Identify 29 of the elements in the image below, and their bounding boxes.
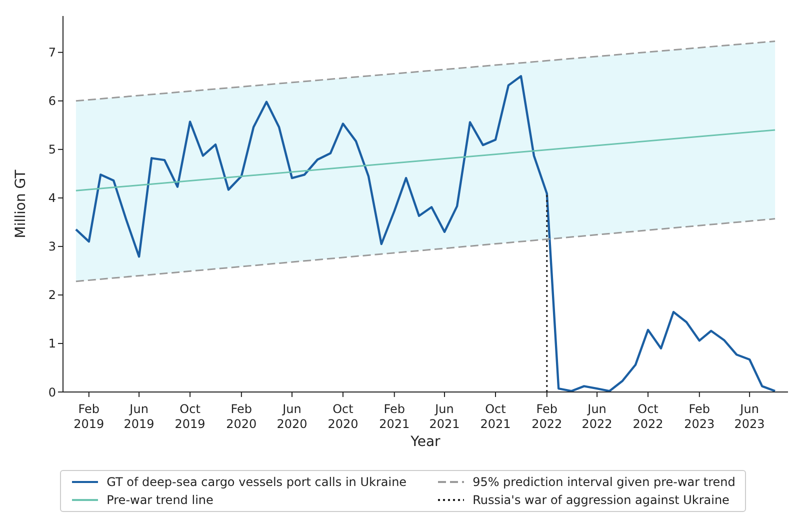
y-tick-label: 1: [48, 336, 56, 351]
legend-label: Pre-war trend line: [106, 493, 214, 507]
x-tick-label: Oct 2022: [632, 402, 664, 431]
y-tick-label: 5: [48, 142, 56, 157]
x-tick-label: Feb 2020: [226, 402, 257, 431]
x-tick-label: Feb 2022: [532, 402, 562, 431]
line-series: [74, 75, 776, 392]
y-tick-label: 3: [48, 240, 56, 254]
y-tick-label: 2: [48, 288, 56, 302]
x-tick-label: Jun 2020: [276, 402, 308, 431]
legend-label: 95% prediction interval given pre-war trend: [472, 475, 736, 489]
x-tick-label: Feb 2021: [379, 402, 410, 431]
y-tick-label: 0: [48, 385, 56, 400]
x-tick-label: Jun 2022: [582, 402, 612, 431]
legend-label: Russia's war of aggression against Ukraine: [472, 493, 730, 507]
x-tick-label: Feb 2023: [684, 402, 715, 431]
x-tick-label: Jun 2023: [734, 402, 765, 431]
x-axis-title: Year: [410, 434, 441, 450]
y-axis-title: Million GT: [12, 169, 29, 238]
x-tick-label: Oct 2019: [174, 402, 206, 431]
legend-label: GT of deep-sea cargo vessels port calls in Ukraine: [106, 475, 407, 489]
x-tick-label: Jun 2019: [124, 402, 154, 431]
y-tick-label: 7: [48, 46, 56, 60]
y-tick-label: 6: [48, 94, 56, 108]
y-tick-label: 4: [48, 191, 56, 206]
x-tick-label: Oct 2020: [328, 402, 358, 431]
x-tick-label: Jun 2021: [429, 402, 460, 431]
x-tick-label: Feb 2019: [74, 402, 104, 431]
x-tick-label: Oct 2021: [480, 402, 511, 431]
